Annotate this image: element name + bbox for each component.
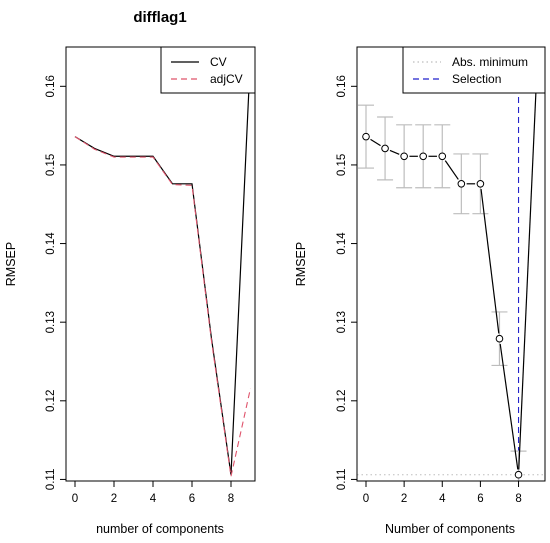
left-legend-box [160,46,256,94]
right-x-tick-label: 4 [439,493,446,505]
cv-point [438,152,447,161]
right-x-tick-label: 8 [515,493,521,505]
right-legend-label: Selection [452,72,501,86]
right-y-tick-label: 0.16 [336,75,348,97]
right-plot-frame [356,46,546,482]
left-x-tick-label: 8 [228,493,234,505]
cv-line-segment [444,160,459,180]
figure-title: difflag1 [133,9,186,26]
left-legend-label: adjCV [210,72,243,86]
right-data-marks [357,47,545,481]
right-x-tick-label: 0 [363,493,369,505]
left-legend-label: CV [210,55,227,69]
right-y-tick-label: 0.14 [336,232,348,255]
right-y-tick-label: 0.12 [336,390,348,412]
right-panel: 0.11 0.12 0.13 0.14 0.15 0.16 0 2 4 6 8 Number of… [294,46,546,536]
right-marks-group [357,47,545,481]
cv-point [514,470,523,479]
left-x-tick-label: 4 [150,493,157,505]
left-y-tick-label: 0.11 [45,469,57,491]
cv-point [362,132,370,141]
cv-line-segment [499,343,519,470]
left-y-axis-label: RMSEP [4,242,18,286]
left-y-tick-label: 0.13 [45,311,57,333]
left-series-group [74,54,252,477]
left-plot-frame [65,46,256,482]
cv-line-segment [518,60,538,470]
left-y-axis: 0.11 0.12 0.13 0.14 0.15 0.16 [45,75,66,490]
cv-point [457,180,466,188]
right-legend-label: Abs. minimum [452,55,528,69]
right-x-tick-label: 2 [401,493,407,505]
cv-point [476,180,485,188]
right-y-axis-label: RMSEP [294,242,308,286]
right-legend-box [402,46,546,94]
right-legend: Abs. minimum Selection [402,46,546,94]
left-x-axis: 0 2 4 6 8 [72,481,234,505]
left-x-tick-label: 6 [189,493,195,505]
left-y-tick-label: 0.12 [45,390,57,412]
cv-point [400,152,408,161]
cv-point [381,144,389,153]
left-y-tick-label: 0.14 [45,232,57,255]
right-y-axis: 0.11 0.12 0.13 0.14 0.15 0.16 [336,75,357,490]
right-y-tick-label: 0.15 [336,154,348,176]
left-x-tick-label: 2 [111,493,117,505]
cv-line-segment [480,188,500,334]
left-series-line-cv [74,54,252,475]
right-y-tick-label: 0.13 [336,311,348,333]
left-x-tick-label: 0 [72,493,78,505]
right-x-axis: 0 2 4 6 8 [363,481,522,505]
left-x-axis-label: number of components [96,522,224,536]
cv-point [495,334,504,343]
left-series-line-adjcv [74,136,252,477]
left-panel: 0.11 0.12 0.13 0.14 0.15 0.16 0 2 4 6 8 number of… [4,46,256,536]
right-x-tick-label: 6 [477,493,483,505]
left-legend: CV adjCV [160,46,256,94]
left-data-marks [74,54,252,477]
left-y-tick-label: 0.15 [45,154,57,176]
right-y-tick-label: 0.11 [336,469,348,491]
right-x-axis-label: Number of components [385,522,515,536]
cv-line-segment [370,138,381,147]
cv-point [419,152,428,161]
cv-line-segment [389,149,400,155]
left-y-tick-label: 0.16 [45,75,57,97]
